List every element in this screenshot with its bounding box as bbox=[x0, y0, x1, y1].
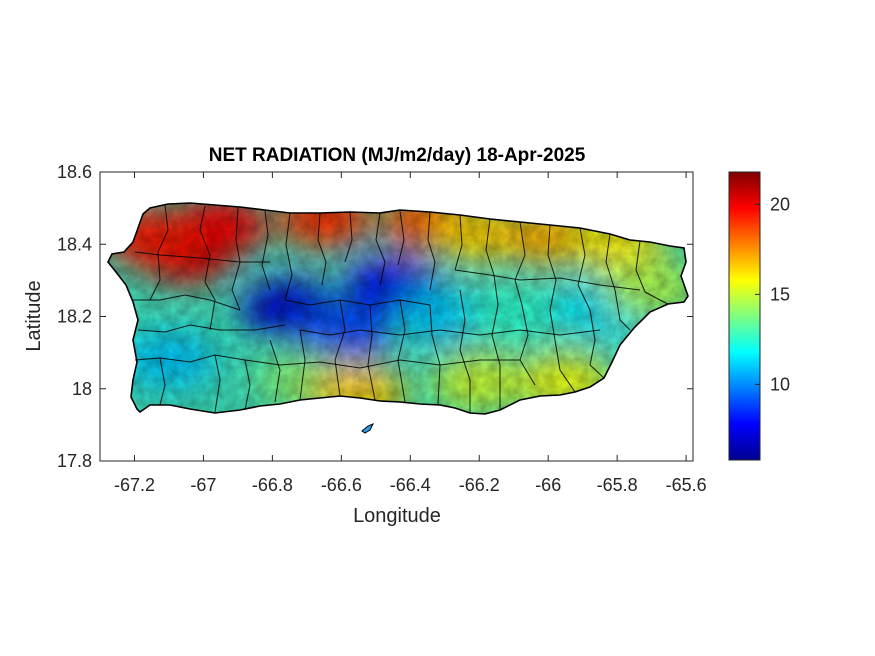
municipality-boundary bbox=[159, 357, 166, 406]
municipality-boundary bbox=[491, 274, 501, 410]
municipality-boundary bbox=[429, 304, 441, 405]
y-tick-label: 18.6 bbox=[57, 162, 92, 182]
municipality-boundary bbox=[514, 221, 526, 306]
y-tick-label: 17.8 bbox=[57, 451, 92, 471]
y-tick-label: 18.2 bbox=[57, 307, 92, 327]
municipality-boundary bbox=[454, 269, 641, 291]
municipality-boundary bbox=[454, 214, 463, 271]
municipality-boundary bbox=[149, 204, 169, 301]
colorbar: 10 15 20 bbox=[728, 171, 790, 461]
y-axis: 17.8 18 18.2 18.4 18.6 bbox=[57, 162, 693, 471]
municipality-boundary bbox=[134, 251, 270, 263]
municipality-boundary bbox=[269, 339, 281, 403]
municipality-boundary bbox=[375, 212, 386, 286]
x-tick-label: -66 bbox=[535, 475, 561, 495]
municipality-boundary bbox=[284, 212, 293, 301]
x-axis-label: Longitude bbox=[353, 505, 441, 527]
x-tick-label: -67.2 bbox=[114, 475, 155, 495]
municipality-boundary bbox=[397, 299, 406, 403]
y-axis-label: Latitude bbox=[23, 280, 45, 351]
y-tick-label: 18 bbox=[72, 379, 92, 399]
municipality-boundary bbox=[577, 227, 591, 311]
municipality-boundary bbox=[134, 354, 246, 363]
x-tick-label: -67 bbox=[190, 475, 216, 495]
x-axis: -67.2 -67 -66.8 -66.6 -66.4 -66.2 -66 -65.8 -65.… bbox=[114, 172, 707, 495]
colorbar-tick-label: 15 bbox=[770, 284, 790, 304]
colorbar-ticks: 10 15 20 bbox=[755, 194, 790, 394]
offshore-islet bbox=[361, 423, 375, 434]
municipality-boundary bbox=[133, 294, 241, 311]
municipality-boundary bbox=[344, 211, 353, 263]
map-plot-area: -67.2 -67 -66.8 -66.6 -66.4 -66.2 -66 -65.8 -65.… bbox=[57, 162, 707, 495]
chart-title: NET RADIATION (MJ/m2/day) 18-Apr-2025 bbox=[209, 145, 586, 166]
x-tick-label: -66.2 bbox=[459, 475, 500, 495]
municipality-boundary bbox=[261, 210, 271, 291]
municipality-boundary bbox=[299, 329, 306, 401]
municipality-boundary bbox=[244, 359, 520, 369]
municipality-boundary bbox=[367, 304, 376, 401]
heat-field-texture bbox=[108, 203, 688, 414]
municipality-boundary bbox=[427, 211, 436, 291]
municipality-boundary bbox=[549, 309, 576, 393]
island-outline bbox=[107, 202, 689, 415]
municipality-boundary bbox=[214, 354, 221, 413]
municipality-boundary bbox=[635, 240, 646, 293]
municipality-boundary bbox=[547, 224, 557, 311]
heat-field bbox=[108, 203, 688, 414]
municipality-boundaries bbox=[133, 204, 669, 413]
colorbar-tick-label: 10 bbox=[770, 374, 790, 394]
municipality-boundary bbox=[199, 205, 216, 331]
municipality-boundary bbox=[317, 212, 327, 286]
municipality-boundary bbox=[644, 291, 669, 305]
x-tick-label: -66.6 bbox=[321, 475, 362, 495]
x-tick-label: -65.6 bbox=[666, 475, 707, 495]
municipality-boundary bbox=[519, 304, 536, 386]
x-tick-label: -65.8 bbox=[597, 475, 638, 495]
municipality-boundary bbox=[614, 289, 631, 331]
colorbar-tick-label: 20 bbox=[770, 194, 790, 214]
municipality-boundary bbox=[485, 218, 495, 276]
x-tick-label: -66.8 bbox=[252, 475, 293, 495]
y-tick-label: 18.4 bbox=[57, 234, 92, 254]
colorbar-gradient bbox=[728, 171, 761, 461]
municipality-boundary bbox=[284, 299, 431, 306]
municipality-boundary bbox=[299, 329, 601, 336]
municipality-boundary bbox=[137, 324, 286, 333]
x-tick-label: -66.4 bbox=[390, 475, 431, 495]
municipality-boundary bbox=[244, 359, 251, 411]
municipality-boundary bbox=[605, 233, 616, 291]
municipality-boundary bbox=[459, 289, 471, 413]
municipality-boundary bbox=[334, 299, 346, 397]
municipality-boundary bbox=[397, 210, 405, 266]
municipality-boundary bbox=[589, 309, 605, 379]
